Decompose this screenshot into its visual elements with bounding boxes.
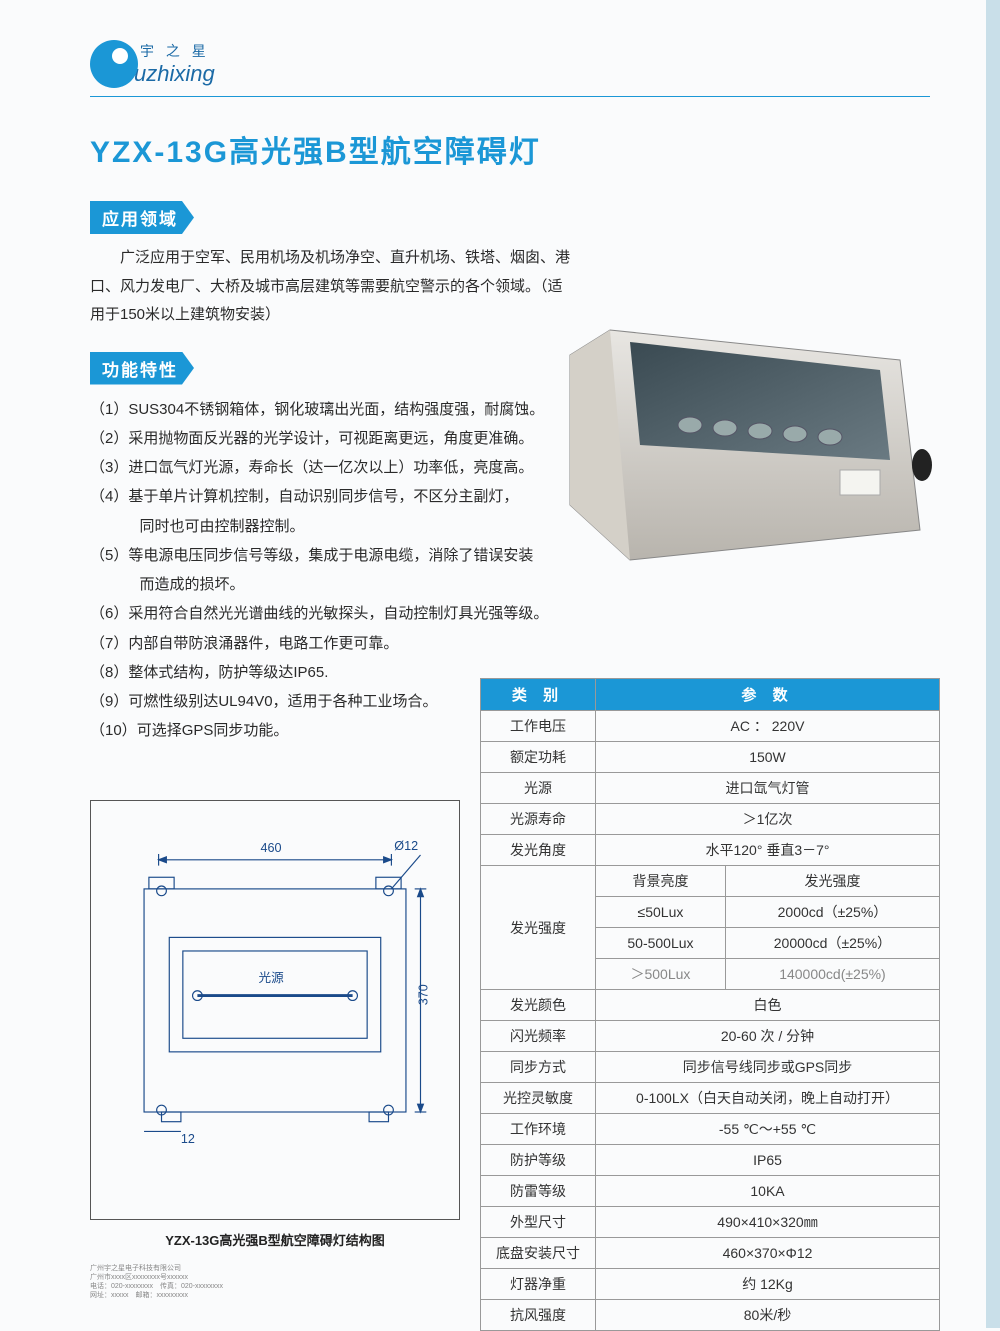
feature-item: （2）采用抛物面反光器的光学设计，可视距离更远，角度更准确。 [90, 424, 610, 453]
spec-table: 类 别 参 数 工作电压AC ： 220V额定功耗150W光源进口氙气灯管光源寿… [480, 678, 940, 1331]
logo-icon [90, 40, 138, 88]
table-row: 光控灵敏度0-100LX（白天自动关闭，晚上自动打开） [481, 1083, 940, 1114]
table-row: 额定功耗150W [481, 742, 940, 773]
page-title: YZX-13G高光强B型航空障碍灯 [90, 127, 930, 171]
table-row: 发光强度背景亮度发光强度 [481, 866, 940, 897]
table-row: 发光角度水平120° 垂直3－7° [481, 835, 940, 866]
table-row: 光源寿命＞1亿次 [481, 804, 940, 835]
table-row: 闪光频率20-60 次 / 分钟 [481, 1021, 940, 1052]
feature-item: （5）等电源电压同步信号等级，集成于电源电缆，消除了错误安装 [90, 541, 610, 570]
feature-item: （1）SUS304不锈钢箱体，钢化玻璃出光面，结构强度强，耐腐蚀。 [90, 395, 610, 424]
table-row: 底盘安装尺寸460×370×Φ12 [481, 1238, 940, 1269]
feature-item: （6）采用符合自然光光谱曲线的光敏探头，自动控制灯具光强等级。 [90, 599, 610, 628]
diagram: 460 Ø12 光源 12 [90, 800, 460, 1220]
spec-header-param: 参 数 [596, 679, 940, 711]
feature-item: （7）内部自带防浪涌器件，电路工作更可靠。 [90, 629, 610, 658]
svg-text:光源: 光源 [259, 971, 285, 985]
table-row: 防护等级IP65 [481, 1145, 940, 1176]
svg-text:370: 370 [416, 984, 430, 1005]
logo-text-cn: 宇 之 星 [140, 41, 215, 61]
diagram-caption: YZX-13G高光强B型航空障碍灯结构图 [90, 1230, 460, 1249]
table-row: 发光颜色白色 [481, 990, 940, 1021]
logo: 宇 之 星 uzhixing [90, 40, 930, 88]
applications-text: 广泛应用于空军、民用机场及机场净空、直升机场、铁塔、烟囱、港口、风力发电厂、大桥… [90, 244, 570, 330]
svg-text:460: 460 [260, 841, 281, 855]
side-tab [986, 0, 1000, 1328]
table-row: 同步方式同步信号线同步或GPS同步 [481, 1052, 940, 1083]
section-features: 功能特性 [90, 352, 194, 385]
table-row: 工作环境-55 ℃～+55 ℃ [481, 1114, 940, 1145]
product-photo [550, 295, 940, 595]
table-row: 外型尺寸490×410×320㎜ [481, 1207, 940, 1238]
table-row: 防雷等级10KA [481, 1176, 940, 1207]
table-row: 光源进口氙气灯管 [481, 773, 940, 804]
table-row: 工作电压AC ： 220V [481, 711, 940, 742]
table-row: 抗风强度80米/秒 [481, 1300, 940, 1331]
feature-item-cont: 而造成的损坏。 [90, 570, 610, 599]
divider [90, 96, 930, 97]
section-applications: 应用领域 [90, 201, 194, 234]
fineprint: 广州宇之星电子科技有限公司 广州市xxxx区xxxxxxxx号xxxxxx 电话… [90, 1264, 223, 1300]
logo-text-en: uzhixing [134, 61, 215, 87]
spec-header-category: 类 别 [481, 679, 596, 711]
svg-text:Ø12: Ø12 [394, 839, 418, 853]
feature-item: （4）基于单片计算机控制，自动识别同步信号，不区分主副灯， [90, 482, 610, 511]
svg-text:12: 12 [181, 1132, 195, 1146]
table-row: 灯器净重约 12Kg [481, 1269, 940, 1300]
feature-item: （3）进口氙气灯光源，寿命长（达一亿次以上）功率低，亮度高。 [90, 453, 610, 482]
feature-item-cont: 同时也可由控制器控制。 [90, 512, 610, 541]
